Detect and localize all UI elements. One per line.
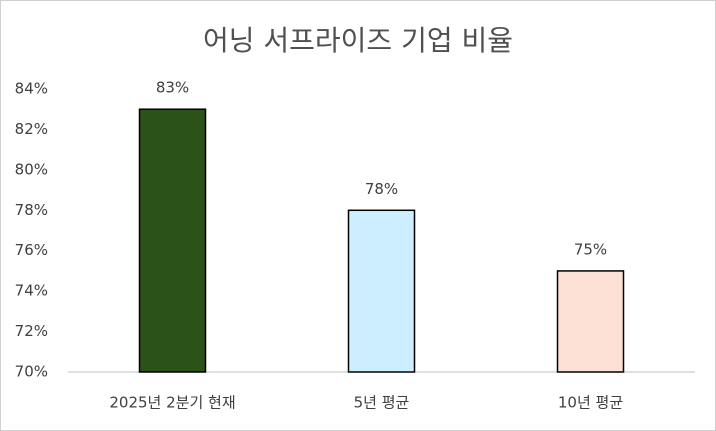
value-label: 83% [156,79,189,97]
y-tick-label: 84% [15,80,48,98]
y-tick-label: 80% [15,160,48,178]
value-label: 78% [365,180,398,198]
value-label: 75% [574,240,607,258]
x-tick-label: 2025년 2분기 현재 [109,394,235,412]
chart-title: 어닝 서프라이즈 기업 비율 [203,24,513,57]
y-tick-label: 76% [15,241,48,259]
y-tick-label: 72% [15,322,48,340]
bar [138,108,207,373]
bar [556,270,625,373]
bar [347,209,416,373]
y-tick-label: 74% [15,282,48,300]
y-tick-label: 70% [15,363,48,381]
x-tick-label: 10년 평균 [558,394,623,412]
y-tick-label: 78% [15,201,48,219]
y-tick-label: 82% [15,120,48,138]
x-tick-label: 5년 평균 [354,394,410,412]
